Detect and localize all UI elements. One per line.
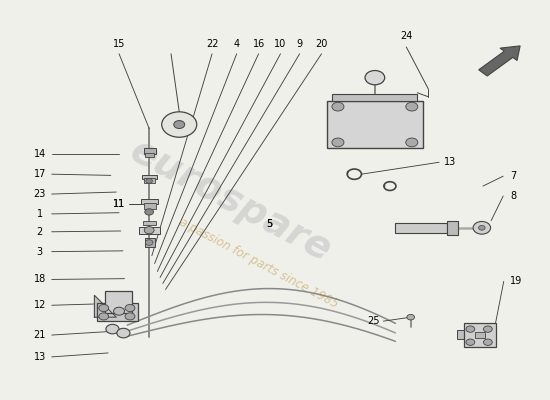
Circle shape [473, 222, 491, 234]
Text: 24: 24 [400, 31, 412, 41]
Text: 12: 12 [34, 300, 46, 310]
Bar [144, 148, 156, 154]
Text: 11: 11 [113, 199, 125, 209]
Circle shape [174, 120, 185, 128]
Text: eurospare: eurospare [124, 131, 338, 269]
Text: 22: 22 [206, 39, 218, 49]
Bar [139, 227, 160, 234]
FancyArrow shape [478, 46, 520, 76]
Bar [475, 332, 485, 338]
Circle shape [483, 326, 492, 332]
Bar [457, 330, 465, 339]
Circle shape [406, 102, 418, 111]
Text: 16: 16 [252, 39, 265, 49]
Bar [464, 323, 496, 347]
Circle shape [466, 326, 475, 332]
Circle shape [466, 339, 475, 345]
Circle shape [113, 307, 124, 315]
Text: 19: 19 [510, 276, 522, 286]
Circle shape [407, 314, 415, 320]
Text: 7: 7 [510, 171, 516, 181]
Circle shape [145, 240, 153, 245]
Bar [142, 175, 157, 179]
Text: 20: 20 [315, 39, 328, 49]
Text: 3: 3 [37, 247, 43, 257]
Bar [395, 223, 447, 233]
Text: 2: 2 [36, 227, 43, 237]
Text: 9: 9 [296, 39, 303, 49]
Polygon shape [95, 295, 116, 317]
Text: 8: 8 [510, 191, 516, 201]
Circle shape [146, 178, 152, 183]
Circle shape [144, 227, 154, 234]
Circle shape [106, 324, 119, 334]
Text: 13: 13 [34, 352, 46, 362]
Circle shape [125, 304, 135, 312]
Bar [106, 291, 131, 313]
Bar [447, 221, 458, 235]
Bar [141, 199, 158, 204]
Bar [144, 178, 155, 183]
Circle shape [117, 328, 130, 338]
Bar [145, 238, 155, 247]
Circle shape [99, 304, 109, 312]
Bar [144, 203, 156, 209]
Text: 11: 11 [113, 199, 125, 209]
Text: a passion for parts since 1985: a passion for parts since 1985 [177, 216, 340, 311]
Circle shape [145, 209, 153, 215]
Text: 13: 13 [444, 157, 456, 167]
Text: 23: 23 [34, 189, 46, 199]
Circle shape [332, 138, 344, 147]
Circle shape [99, 313, 109, 320]
Bar [142, 221, 156, 225]
Circle shape [125, 313, 135, 320]
Circle shape [365, 70, 384, 85]
Text: 14: 14 [34, 149, 46, 159]
Bar [97, 303, 138, 321]
Text: 10: 10 [274, 39, 287, 49]
Circle shape [483, 339, 492, 345]
Text: 15: 15 [113, 39, 125, 49]
Bar [145, 153, 154, 157]
Text: 21: 21 [34, 330, 46, 340]
Text: 25: 25 [367, 316, 380, 326]
Text: 17: 17 [34, 169, 46, 179]
Text: 5: 5 [266, 219, 273, 229]
Circle shape [332, 102, 344, 111]
Text: 18: 18 [34, 274, 46, 284]
Text: 4: 4 [234, 39, 240, 49]
Circle shape [406, 138, 418, 147]
Text: 1: 1 [37, 209, 43, 219]
Text: 5: 5 [266, 219, 273, 229]
Circle shape [478, 226, 485, 230]
Bar [332, 94, 417, 101]
Circle shape [162, 112, 197, 137]
Bar [327, 101, 423, 148]
